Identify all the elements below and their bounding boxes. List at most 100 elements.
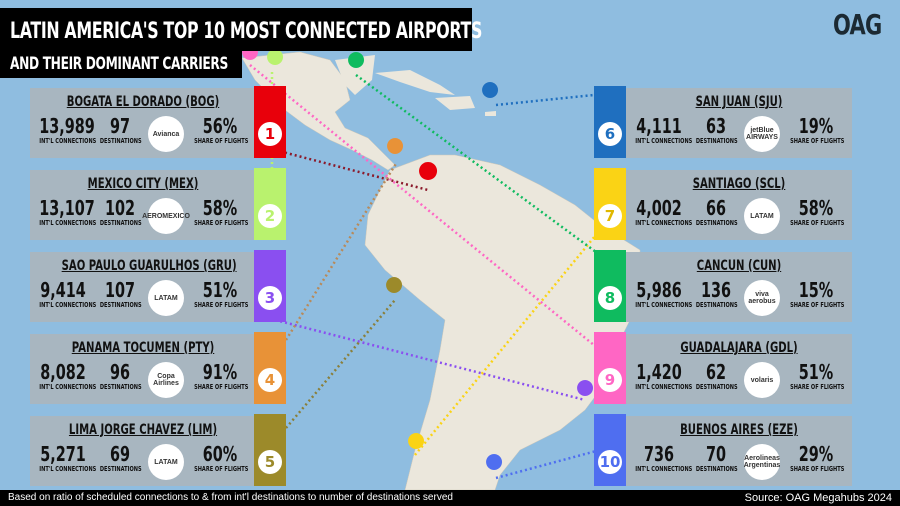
destinations-value: 62 xyxy=(705,360,727,384)
destinations-stat: 70 DESTINATIONS xyxy=(688,443,744,473)
airport-card: SAN JUAN (SJU) 4,111 INT'L CONNECTIONS 63 DE… xyxy=(626,88,852,158)
destinations-value: 136 xyxy=(700,278,732,302)
destinations-stat: 62 DESTINATIONS xyxy=(688,361,744,391)
connections-stat: 8,082 INT'L CONNECTIONS xyxy=(30,361,96,391)
airport-card: LIMA JORGE CHAVEZ (LIM) 5,271 INT'L CONNEC… xyxy=(30,416,256,486)
airport-name: BOGATA EL DORADO (BOG) xyxy=(66,94,220,110)
connections-value: 13,107 xyxy=(39,196,95,220)
connections-label: INT'L CONNECTIONS xyxy=(39,301,97,309)
page-title: LATIN AMERICA'S TOP 10 MOST CONNECTED AI… xyxy=(10,19,482,44)
share-label: SHARE OF FLIGHTS xyxy=(194,301,249,309)
airport-name: SANTIAGO (SCL) xyxy=(692,176,786,192)
connections-stat: 13,107 INT'L CONNECTIONS xyxy=(30,197,96,227)
share-label: SHARE OF FLIGHTS xyxy=(790,383,845,391)
carrier-logo: Aerolineas Argentinas xyxy=(744,444,780,480)
share-label: SHARE OF FLIGHTS xyxy=(194,465,249,473)
connections-label: INT'L CONNECTIONS xyxy=(635,137,693,145)
airport-card: PANAMA TOCUMEN (PTY) 8,082 INT'L CONNECTIO… xyxy=(30,334,256,404)
connections-label: INT'L CONNECTIONS xyxy=(635,301,693,309)
destinations-value: 70 xyxy=(705,442,727,466)
connections-value: 4,002 xyxy=(636,196,682,220)
connections-stat: 5,271 INT'L CONNECTIONS xyxy=(30,443,96,473)
destinations-stat: 102 DESTINATIONS xyxy=(92,197,148,227)
airport-name: LIMA JORGE CHAVEZ (LIM) xyxy=(68,422,218,438)
rank-number: 6 xyxy=(598,122,622,146)
rank-badge: 4 xyxy=(254,332,286,404)
rank-number: 7 xyxy=(598,204,622,228)
share-stat: 58% SHARE OF FLIGHTS xyxy=(184,197,256,227)
rank-badge: 8 xyxy=(594,250,626,322)
oag-logo: OAG xyxy=(833,8,882,41)
destinations-stat: 66 DESTINATIONS xyxy=(688,197,744,227)
share-value: 56% xyxy=(202,114,238,138)
airport-name: GUADALAJARA (GDL) xyxy=(680,340,798,356)
carrier-logo: AEROMEXICO xyxy=(142,198,190,234)
share-stat: 19% SHARE OF FLIGHTS xyxy=(780,115,852,145)
rank-number: 9 xyxy=(598,368,622,392)
carrier-logo: LATAM xyxy=(744,198,780,234)
share-stat: 51% SHARE OF FLIGHTS xyxy=(780,361,852,391)
share-value: 58% xyxy=(798,196,834,220)
carrier-logo: viva aerobus xyxy=(744,280,780,316)
footer-bar: Based on ratio of scheduled connections … xyxy=(0,490,900,506)
connections-label: INT'L CONNECTIONS xyxy=(39,137,97,145)
connections-value: 5,986 xyxy=(636,278,682,302)
title-banner: LATIN AMERICA'S TOP 10 MOST CONNECTED AI… xyxy=(0,8,482,51)
destinations-label: DESTINATIONS xyxy=(99,219,142,227)
subtitle-banner: AND THEIR DOMINANT CARRIERS xyxy=(0,51,242,78)
destinations-value: 96 xyxy=(109,360,131,384)
destinations-label: DESTINATIONS xyxy=(99,137,142,145)
rank-badge: 1 xyxy=(254,86,286,158)
connections-value: 13,989 xyxy=(39,114,95,138)
destinations-stat: 136 DESTINATIONS xyxy=(688,279,744,309)
airport-name: MEXICO CITY (MEX) xyxy=(87,176,199,192)
share-stat: 60% SHARE OF FLIGHTS xyxy=(184,443,256,473)
airport-card: BOGATA EL DORADO (BOG) 13,989 INT'L CONNEC… xyxy=(30,88,256,158)
share-stat: 51% SHARE OF FLIGHTS xyxy=(184,279,256,309)
rank-number: 10 xyxy=(598,450,622,474)
share-label: SHARE OF FLIGHTS xyxy=(194,137,249,145)
carrier-logo: Avianca xyxy=(148,116,184,152)
rank-badge: 9 xyxy=(594,332,626,404)
destinations-label: DESTINATIONS xyxy=(99,465,142,473)
share-stat: 58% SHARE OF FLIGHTS xyxy=(780,197,852,227)
share-stat: 91% SHARE OF FLIGHTS xyxy=(184,361,256,391)
destinations-label: DESTINATIONS xyxy=(695,465,738,473)
airport-card: SAO PAULO GUARULHOS (GRU) 9,414 INT'L CONN… xyxy=(30,252,256,322)
share-label: SHARE OF FLIGHTS xyxy=(790,301,845,309)
connections-stat: 9,414 INT'L CONNECTIONS xyxy=(30,279,96,309)
connections-value: 5,271 xyxy=(40,442,86,466)
share-label: SHARE OF FLIGHTS xyxy=(194,383,249,391)
connections-label: INT'L CONNECTIONS xyxy=(39,219,97,227)
carrier-logo: LATAM xyxy=(148,280,184,316)
rank-number: 2 xyxy=(258,204,282,228)
carrier-logo: LATAM xyxy=(148,444,184,480)
rank-number: 3 xyxy=(258,286,282,310)
rank-badge: 3 xyxy=(254,250,286,322)
share-value: 29% xyxy=(798,442,834,466)
carrier-logo: volaris xyxy=(744,362,780,398)
destinations-value: 66 xyxy=(705,196,727,220)
share-value: 58% xyxy=(202,196,238,220)
share-stat: 56% SHARE OF FLIGHTS xyxy=(184,115,256,145)
destinations-label: DESTINATIONS xyxy=(99,383,142,391)
airport-name: BUENOS AIRES (EZE) xyxy=(680,422,798,438)
connections-label: INT'L CONNECTIONS xyxy=(39,465,97,473)
destinations-stat: 107 DESTINATIONS xyxy=(92,279,148,309)
destinations-stat: 69 DESTINATIONS xyxy=(92,443,148,473)
rank-number: 1 xyxy=(258,122,282,146)
connections-stat: 736 INT'L CONNECTIONS xyxy=(626,443,692,473)
destinations-value: 63 xyxy=(705,114,727,138)
connections-label: INT'L CONNECTIONS xyxy=(635,465,693,473)
source-credit: Source: OAG Megahubs 2024 xyxy=(744,492,892,504)
connections-value: 9,414 xyxy=(40,278,86,302)
carrier-logo: jetBlue AIRWAYS xyxy=(744,116,780,152)
share-label: SHARE OF FLIGHTS xyxy=(790,465,845,473)
share-label: SHARE OF FLIGHTS xyxy=(790,219,845,227)
airport-card: CANCUN (CUN) 5,986 INT'L CONNECTIONS 136 DES… xyxy=(626,252,852,322)
share-value: 51% xyxy=(798,360,834,384)
airport-card: GUADALAJARA (GDL) 1,420 INT'L CONNECTIONS 6… xyxy=(626,334,852,404)
share-label: SHARE OF FLIGHTS xyxy=(790,137,845,145)
rank-badge: 5 xyxy=(254,414,286,486)
rank-badge: 2 xyxy=(254,168,286,240)
